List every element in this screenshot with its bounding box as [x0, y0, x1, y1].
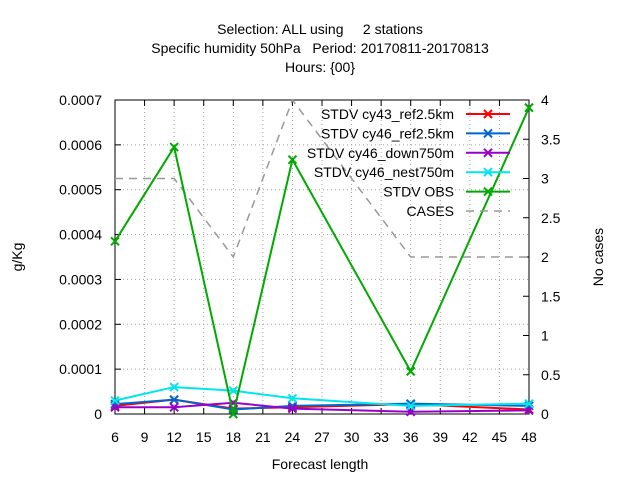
legend-entry: STDV cy46_nest750m	[314, 164, 510, 180]
data-point	[169, 394, 179, 405]
x-tick-label: 36	[403, 429, 419, 445]
y2-tick-label: 3.5	[541, 131, 561, 147]
y-tick-label: 0.0006	[59, 137, 102, 153]
x-tick-label: 45	[492, 429, 508, 445]
y-tick-label: 0.0005	[59, 182, 102, 198]
y-tick-label: 0.0003	[59, 271, 102, 287]
x-tick-label: 42	[462, 429, 478, 445]
x-tick-label: 48	[521, 429, 537, 445]
legend-label: STDV cy46_nest750m	[314, 164, 454, 180]
data-point	[228, 409, 238, 419]
legend: STDV cy43_ref2.5km STDV cy46_ref2.5km STDV…	[307, 106, 510, 219]
y2-tick-label: 2.5	[541, 210, 561, 226]
series-cases	[115, 98, 529, 259]
legend-entry: STDV cy46_down750m	[307, 145, 510, 161]
legend-label: STDV OBS	[383, 184, 454, 200]
data-point	[406, 401, 416, 411]
x-tick-label: 12	[166, 429, 182, 445]
legend-entry: STDV OBS	[383, 184, 510, 200]
y2-tick-label: 0.5	[541, 367, 561, 383]
y-tick-label: 0.0002	[59, 316, 102, 332]
data-point	[169, 382, 179, 392]
axes: 6 9 12 15 18 21 24 27 30 33 36 39 42 45 4800.00010.000…	[59, 92, 561, 445]
data-point	[228, 385, 238, 396]
legend-marker	[483, 167, 493, 177]
x-tick-label: 6	[111, 429, 119, 445]
y2-tick-label: 4	[541, 92, 549, 108]
legend-entry: CASES	[407, 203, 510, 219]
y2-tick-label: 1	[541, 328, 549, 344]
x-tick-label: 33	[373, 429, 389, 445]
x-tick-label: 39	[432, 429, 448, 445]
series-stdv-obs	[110, 102, 534, 419]
legend-label: CASES	[407, 203, 454, 219]
data-point	[524, 102, 534, 113]
data-point	[110, 236, 120, 247]
data-point	[169, 142, 179, 152]
chart-title-line-1: Selection: ALL using 2 stations	[217, 21, 423, 37]
data-point	[287, 154, 298, 165]
legend-marker	[483, 186, 493, 197]
y-tick-label: 0.0007	[59, 92, 102, 108]
data-point	[287, 403, 298, 414]
x-tick-label: 18	[225, 429, 241, 445]
series-line	[115, 401, 530, 413]
data-point	[524, 398, 534, 409]
y2-tick-label: 1.5	[541, 288, 561, 304]
x-tick-label: 24	[285, 429, 301, 445]
legend-label: STDV cy46_ref2.5km	[321, 125, 454, 141]
data-point	[406, 366, 416, 377]
y-tick-label: 0	[94, 406, 102, 422]
series-line	[115, 98, 529, 259]
series-line	[114, 386, 530, 407]
y-axis-label: g/Kg	[9, 243, 25, 272]
x-tick-label: 9	[141, 429, 149, 445]
y2-axis-label: No cases	[590, 228, 606, 286]
y-tick-label: 0.0004	[59, 227, 102, 243]
legend-label: STDV cy43_ref2.5km	[321, 106, 454, 122]
x-tick-label: 15	[196, 429, 212, 445]
data-point	[169, 402, 179, 412]
series-layer	[110, 98, 534, 419]
data-point	[287, 393, 298, 404]
y2-tick-label: 3	[541, 171, 549, 187]
data-point	[110, 395, 120, 406]
series-line	[114, 398, 530, 411]
series-stdv-cy46-nest750m	[110, 382, 534, 411]
grid	[115, 100, 529, 414]
y2-tick-label: 2	[541, 249, 549, 265]
y2-tick-label: 0	[541, 406, 549, 422]
y-tick-label: 0.0001	[59, 361, 102, 377]
series-line	[114, 107, 530, 415]
x-tick-label: 27	[314, 429, 330, 445]
x-tick-label: 21	[255, 429, 271, 445]
x-axis-label: Forecast length	[272, 456, 369, 472]
legend-label: STDV cy46_down750m	[307, 145, 454, 161]
legend-marker	[483, 128, 493, 139]
chart-title-line-3: Hours: {00}	[285, 59, 355, 75]
chart-title-line-2: Specific humidity 50hPa Period: 20170811…	[151, 40, 489, 56]
legend-entry: STDV cy46_ref2.5km	[321, 125, 510, 141]
legend-entry: STDV cy43_ref2.5km	[321, 106, 510, 122]
x-tick-label: 30	[344, 429, 360, 445]
legend-marker	[483, 109, 493, 119]
legend-marker	[483, 148, 493, 158]
